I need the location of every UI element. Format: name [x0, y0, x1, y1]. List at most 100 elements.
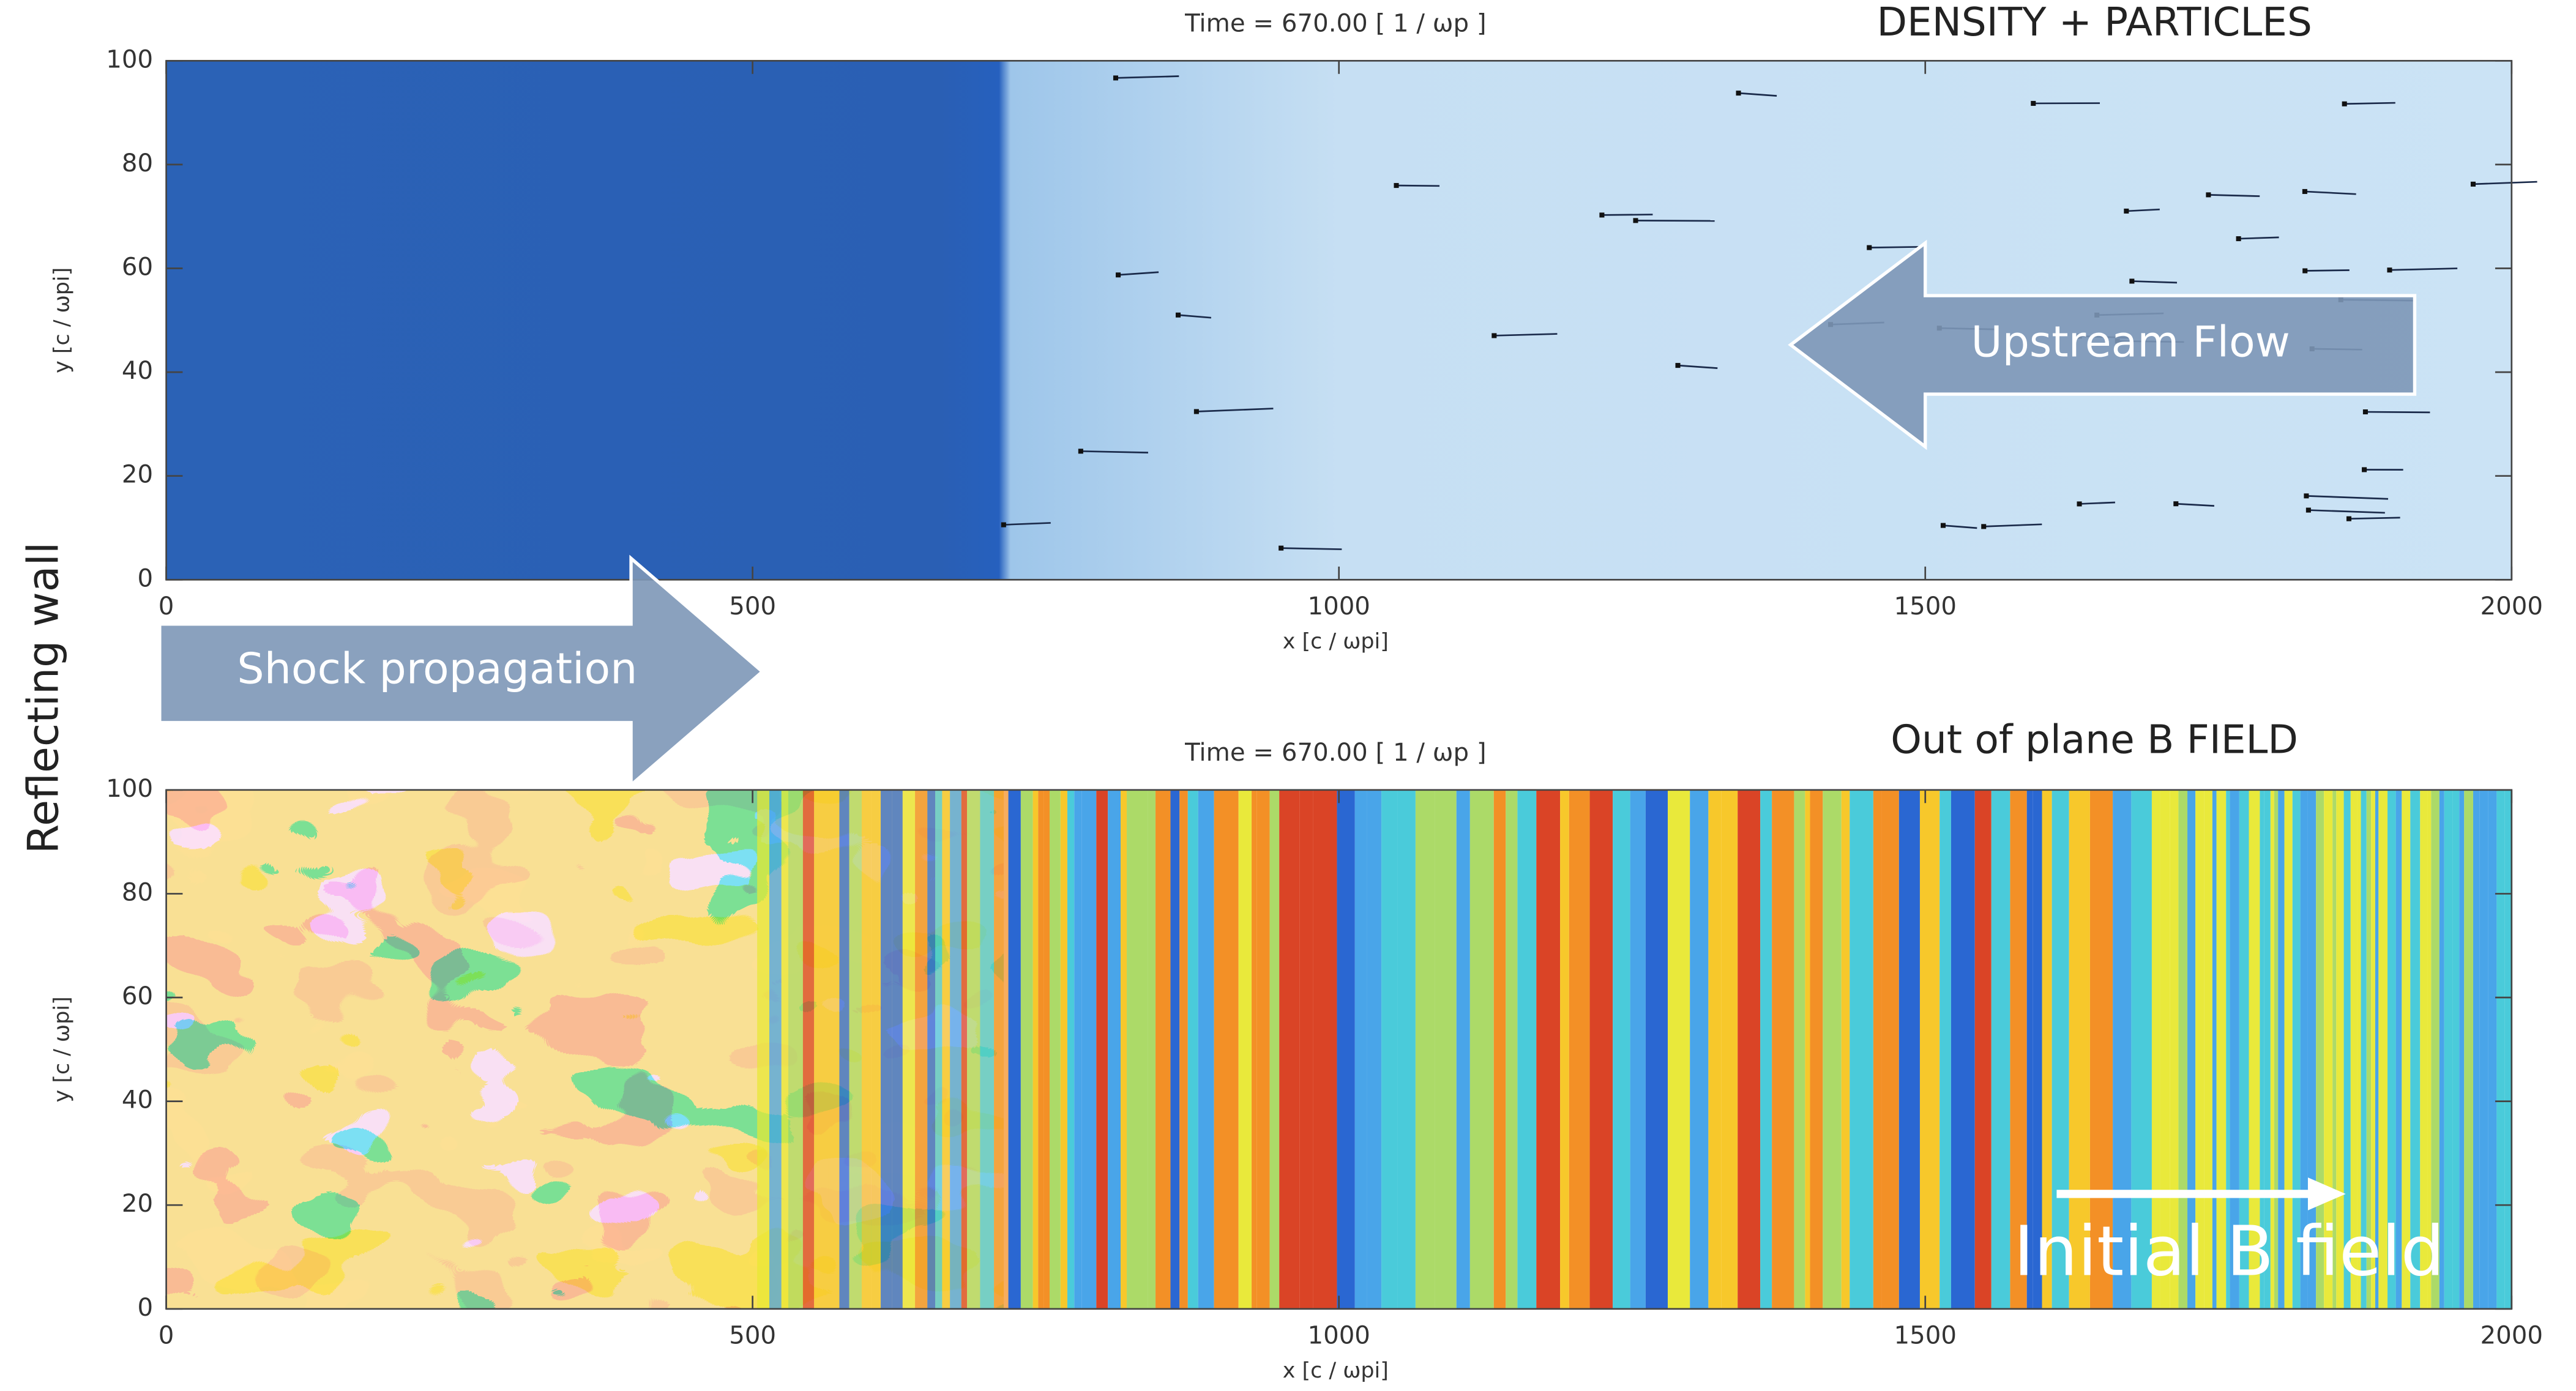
field-stripe: [1061, 790, 1067, 1309]
field-stripe: [1416, 790, 1435, 1309]
b-field-label: Initial B field: [2014, 1211, 2444, 1292]
particle-track: [2349, 518, 2400, 519]
field-stripe: [1355, 790, 1367, 1309]
particle: [2306, 508, 2311, 513]
field-stripe: [1279, 790, 1299, 1309]
y-tick-label: 80: [122, 149, 153, 177]
particle: [2346, 516, 2351, 521]
field-stripe: [1992, 790, 2010, 1309]
particle: [2302, 189, 2307, 194]
field-stripe: [839, 790, 849, 1309]
chart-title: Time = 670.00 [ 1 / ωp ]: [1184, 9, 1486, 37]
field-stripe: [1108, 790, 1121, 1309]
field-stripe: [967, 790, 980, 1309]
field-stripe: [1188, 790, 1198, 1309]
field-stripe: [1435, 790, 1456, 1309]
y-tick-label: 40: [122, 357, 153, 385]
particle: [2236, 236, 2241, 241]
y-tick-label: 60: [122, 982, 153, 1010]
field-stripe: [881, 790, 892, 1309]
particle: [2206, 192, 2211, 197]
x-tick-label: 1000: [1307, 592, 1370, 621]
x-tick-label: 1000: [1307, 1321, 1370, 1349]
page: 0500100015002000020406080100Time = 670.0…: [0, 0, 2576, 1391]
x-tick-label: 500: [729, 592, 776, 621]
particle: [2387, 267, 2392, 272]
field-stripe: [1127, 790, 1148, 1309]
field-stripe: [1517, 790, 1536, 1309]
field-stripe: [803, 790, 814, 1309]
y-tick-label: 20: [122, 1190, 153, 1218]
upstream-label: Upstream Flow: [1971, 318, 2290, 367]
y-tick-label: 40: [122, 1086, 153, 1114]
field-stripe: [1842, 790, 1850, 1309]
x-tick-label: 0: [159, 1321, 174, 1349]
field-stripe: [1690, 790, 1708, 1309]
particle: [2342, 102, 2347, 106]
field-stripe: [1630, 790, 1646, 1309]
chart-title: Time = 670.00 [ 1 / ωp ]: [1184, 739, 1486, 767]
x-tick-label: 2000: [2481, 592, 2543, 621]
field-stripe: [1074, 790, 1081, 1309]
field-stripe: [1569, 790, 1590, 1309]
field-stripe: [1951, 790, 1975, 1309]
y-tick-label: 60: [122, 253, 153, 281]
field-stripe: [1050, 790, 1061, 1309]
field-stripe: [1313, 790, 1337, 1309]
field-stripe: [1457, 790, 1470, 1309]
field-stripe: [1367, 790, 1381, 1309]
particle: [2124, 209, 2129, 214]
particle: [2362, 467, 2367, 472]
field-stripe: [1198, 790, 1214, 1309]
field-stripe: [2488, 790, 2497, 1309]
field-stripe: [1170, 790, 1179, 1309]
field-stripe: [1760, 790, 1772, 1309]
field-stripe: [2480, 790, 2488, 1309]
wall-label: Reflecting wall: [19, 542, 69, 854]
field-stripe: [915, 790, 927, 1309]
field-stripe: [1560, 790, 1569, 1309]
particle: [1736, 91, 1741, 95]
field-stripe: [927, 790, 935, 1309]
particle: [1867, 245, 1872, 250]
field-stripe: [1148, 790, 1155, 1309]
particle: [1599, 212, 1604, 217]
particle: [2363, 409, 2368, 414]
y-tick-label: 100: [106, 775, 153, 803]
field-stripe: [1794, 790, 1805, 1309]
field-stripe: [757, 790, 769, 1309]
field-stripe: [1975, 790, 1992, 1309]
shock-label: Shock propagation: [237, 644, 637, 694]
field-stripe: [950, 790, 961, 1309]
field-stripe: [1899, 790, 1920, 1309]
field-stripe: [1067, 790, 1074, 1309]
field-stripe: [1772, 790, 1794, 1309]
x-tick-label: 0: [159, 592, 174, 621]
panel-label: DENSITY + PARTICLES: [1876, 0, 2312, 45]
field-stripe: [1252, 790, 1256, 1309]
field-stripe: [1239, 790, 1252, 1309]
field-stripe: [2464, 790, 2473, 1309]
panel-label: Out of plane B FIELD: [1891, 717, 2298, 763]
y-axis-label: y [c / ωpi]: [50, 267, 75, 373]
field-stripe: [1214, 790, 1239, 1309]
field-stripe: [1397, 790, 1415, 1309]
field-stripe: [1646, 790, 1668, 1309]
particle: [1633, 218, 1638, 223]
field-stripe: [1470, 790, 1494, 1309]
field-stripe: [1256, 790, 1269, 1309]
particle: [1078, 449, 1083, 453]
particle: [1113, 75, 1118, 80]
field-stripe: [1613, 790, 1630, 1309]
field-stripe: [1668, 790, 1690, 1309]
field-stripe: [1882, 790, 1899, 1309]
particle: [1176, 313, 1181, 318]
field-stripe: [1494, 790, 1506, 1309]
particle: [2304, 493, 2309, 498]
field-stripe: [1337, 790, 1354, 1309]
field-stripe: [1179, 790, 1188, 1309]
field-stripe: [903, 790, 915, 1309]
field-stripe: [2453, 790, 2459, 1309]
field-stripe: [1536, 790, 1560, 1309]
particle: [1981, 524, 1986, 529]
